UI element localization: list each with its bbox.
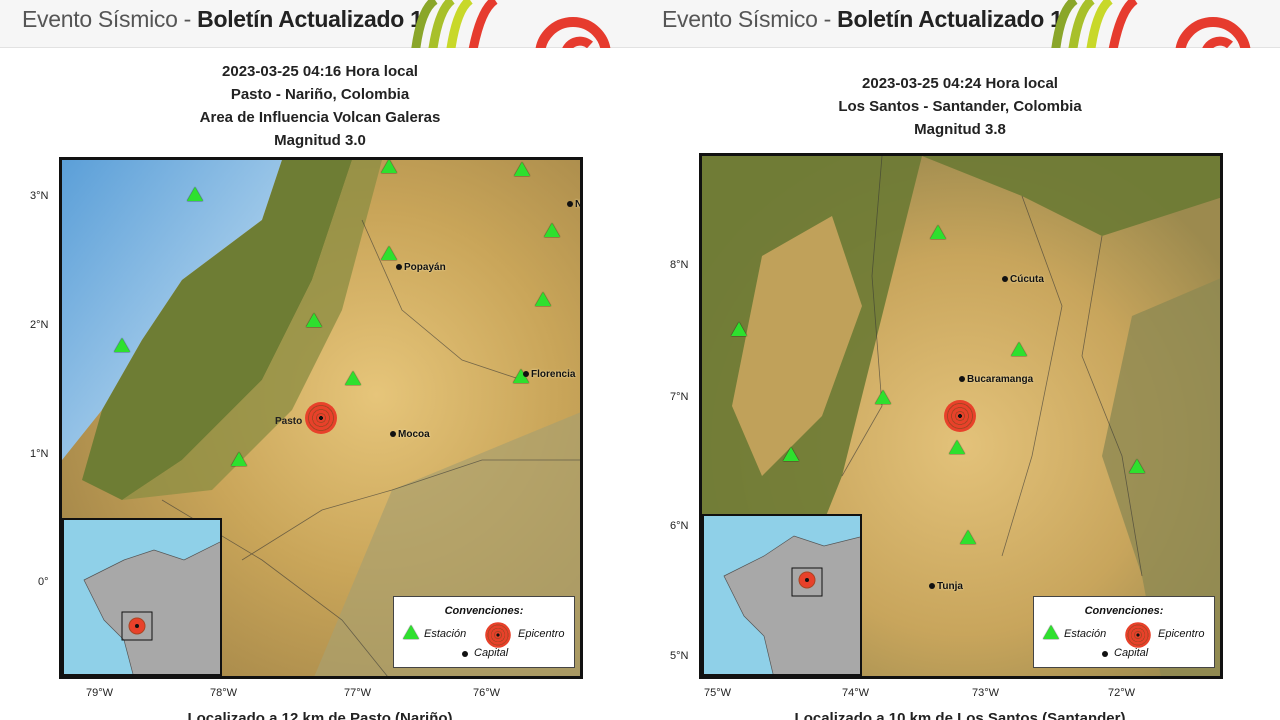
lat-tick: 6°N xyxy=(670,520,689,532)
header-title: Evento Sísmico - Boletín Actualizado 1 xyxy=(22,6,423,32)
station-triangle-icon xyxy=(1043,625,1059,639)
event-datetime: 2023-03-25 04:16 Hora local xyxy=(222,63,418,80)
station-marker[interactable] xyxy=(960,530,976,544)
capital-label: Florencia xyxy=(523,369,575,380)
event-location: Los Santos - Santander, Colombia xyxy=(838,98,1082,115)
map-los-santos[interactable]: Cúcuta Bucaramanga Tunja xyxy=(699,153,1223,679)
station-marker[interactable] xyxy=(345,371,361,385)
capital-dot-icon xyxy=(462,651,468,657)
lon-tick: 73°W xyxy=(972,687,1000,699)
logo-icon xyxy=(1051,0,1251,48)
event-magnitude: Magnitud 3.0 xyxy=(274,132,366,149)
legend-capital: Capital xyxy=(1114,647,1149,659)
epicenter-target-icon xyxy=(485,622,511,648)
epicenter-town-label: Pasto xyxy=(275,416,303,427)
station-marker[interactable] xyxy=(544,223,560,237)
header-title: Evento Sísmico - Boletín Actualizado 1 xyxy=(662,6,1063,32)
station-marker[interactable] xyxy=(930,225,946,239)
event-location: Pasto - Nariño, Colombia xyxy=(230,86,410,103)
station-marker[interactable] xyxy=(875,390,891,404)
bulletin-left: Evento Sísmico - Boletín Actualizado 1 2… xyxy=(0,0,640,720)
footer-text: Localizado a 10 km de Los Santos (Santan… xyxy=(794,710,1126,720)
lon-tick: 76°W xyxy=(473,687,501,699)
epicenter-marker[interactable] xyxy=(944,400,976,432)
legend-title: Convenciones: xyxy=(1084,605,1164,617)
legend-epicenter: Epicentro xyxy=(1158,628,1205,640)
legend: Convenciones: Estación Epicentro Capital xyxy=(1033,596,1215,668)
station-marker[interactable] xyxy=(187,187,203,201)
station-marker[interactable] xyxy=(514,162,530,176)
station-marker[interactable] xyxy=(783,447,799,461)
legend-capital: Capital xyxy=(474,647,509,659)
legend-title: Convenciones: xyxy=(444,605,524,617)
footer-text: Localizado a 12 km de Pasto (Nariño) xyxy=(187,710,453,720)
lon-tick: 75°W xyxy=(704,687,732,699)
legend: Convenciones: Estación Epicentro Capital xyxy=(393,596,575,668)
event-magnitude: Magnitud 3.8 xyxy=(914,121,1006,138)
station-triangle-icon xyxy=(403,625,419,639)
station-marker[interactable] xyxy=(381,246,397,260)
bulletin-right: Evento Sísmico - Boletín Actualizado 1 2… xyxy=(640,0,1280,720)
station-marker[interactable] xyxy=(231,452,247,466)
capital-dot-icon xyxy=(1102,651,1108,657)
lon-tick: 79°W xyxy=(86,687,114,699)
capital-label: Mocoa xyxy=(390,429,430,440)
legend-station: Estación xyxy=(1064,628,1107,640)
station-marker[interactable] xyxy=(731,322,747,336)
epicenter-target-icon xyxy=(1125,622,1151,648)
lat-tick: 7°N xyxy=(670,391,689,403)
lon-tick: 78°W xyxy=(210,687,238,699)
lat-tick: 3°N xyxy=(30,190,49,202)
station-marker[interactable] xyxy=(114,338,130,352)
lat-tick: 2°N xyxy=(30,319,49,331)
event-datetime: 2023-03-25 04:24 Hora local xyxy=(862,75,1058,92)
event-area: Area de Influencia Volcan Galeras xyxy=(199,109,441,126)
header: Evento Sísmico - Boletín Actualizado 1 xyxy=(640,0,1280,48)
station-marker[interactable] xyxy=(306,313,322,327)
locator-inset xyxy=(702,514,862,676)
station-marker[interactable] xyxy=(1129,459,1145,473)
station-marker[interactable] xyxy=(949,440,965,454)
station-marker[interactable] xyxy=(381,160,397,173)
epicenter-marker[interactable] xyxy=(305,402,337,434)
lon-tick: 74°W xyxy=(842,687,870,699)
legend-station: Estación xyxy=(424,628,467,640)
header: Evento Sísmico - Boletín Actualizado 1 xyxy=(0,0,640,48)
station-marker[interactable] xyxy=(1011,342,1027,356)
capital-label: Tunja xyxy=(929,581,963,592)
logo-icon xyxy=(411,0,611,48)
capital-label: N xyxy=(567,199,580,210)
lat-tick: 8°N xyxy=(670,259,689,271)
capital-label: Popayán xyxy=(396,262,446,273)
lat-tick: 5°N xyxy=(670,650,689,662)
legend-epicenter: Epicentro xyxy=(518,628,565,640)
capital-label: Cúcuta xyxy=(1002,274,1044,285)
station-marker[interactable] xyxy=(535,292,551,306)
lon-tick: 72°W xyxy=(1108,687,1136,699)
lat-tick: 0° xyxy=(38,576,49,588)
lon-tick: 77°W xyxy=(344,687,372,699)
capital-label: Bucaramanga xyxy=(959,374,1033,385)
lat-tick: 1°N xyxy=(30,448,49,460)
locator-inset xyxy=(62,518,222,676)
